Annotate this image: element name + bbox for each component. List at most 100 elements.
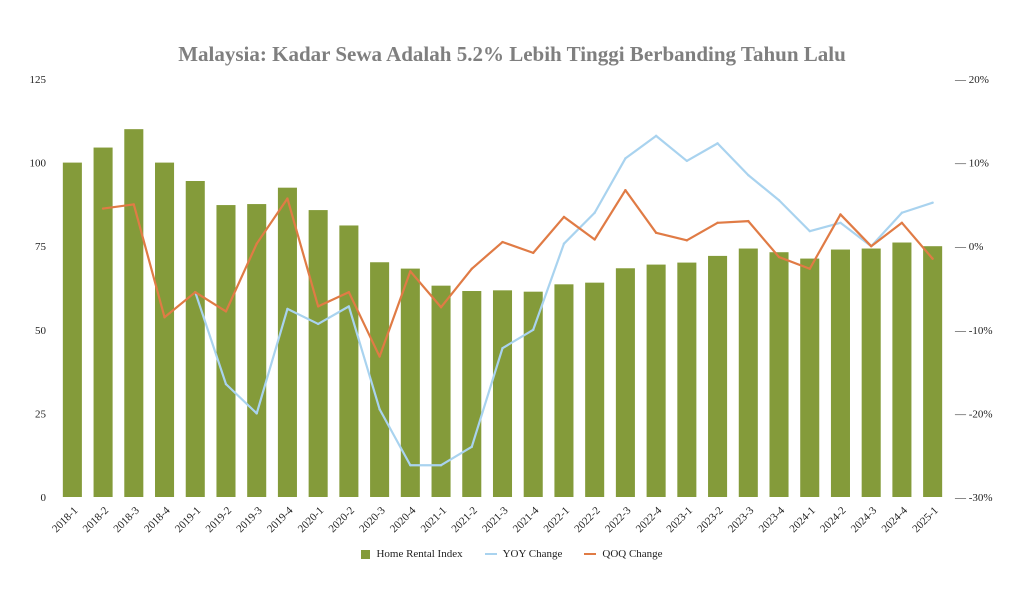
yoy-point-2022-4 [654, 134, 658, 138]
x-tick-label-2018-1: 2018-1 [50, 505, 81, 536]
bar-2023-4 [769, 252, 789, 497]
bar-2025-1 [923, 246, 943, 497]
qoq-line [102, 189, 934, 358]
x-tick-label-2021-2: 2021-2 [449, 505, 480, 536]
line-series [101, 134, 934, 467]
qoq-point-2019-1 [194, 290, 197, 294]
yoy-point-2024-2 [839, 221, 842, 224]
bar-2018-1 [62, 162, 82, 497]
right-tick-label: — -20% [954, 408, 993, 420]
x-tick-label-2022-4: 2022-4 [634, 504, 665, 535]
qoq-point-2020-1 [316, 305, 320, 308]
x-tick-label-2022-3: 2022-3 [603, 504, 634, 535]
x-tick-label-2018-2: 2018-2 [81, 505, 112, 536]
left-tick-label: 125 [30, 74, 47, 86]
bar-2022-4 [646, 264, 666, 497]
yoy-point-2021-2 [470, 445, 473, 449]
bar-2022-3 [615, 268, 635, 497]
bar-2019-1 [185, 180, 205, 497]
x-tick-label-2020-1: 2020-1 [296, 505, 327, 536]
left-tick-label: 75 [35, 241, 47, 253]
qoq-point-2023-4 [777, 255, 781, 259]
yoy-point-2020-1 [316, 322, 320, 326]
qoq-point-2022-1 [562, 215, 566, 219]
bar-2020-2 [339, 225, 359, 497]
yoy-point-2021-3 [501, 346, 504, 350]
x-tick-label-2021-4: 2021-4 [511, 504, 542, 535]
qoq-point-2020-2 [347, 290, 351, 294]
bar-2021-3 [492, 290, 513, 497]
x-tick-label-2022-2: 2022-2 [572, 505, 603, 536]
legend-label-qoq: QOQ Change [602, 548, 663, 560]
x-tick-label-2018-3: 2018-3 [111, 504, 142, 535]
qoq-point-2020-3 [378, 355, 381, 358]
bar-2023-1 [677, 262, 697, 497]
bar-2024-1 [800, 258, 820, 497]
qoq-point-2024-2 [839, 213, 842, 216]
x-tick-label-2023-3: 2023-3 [726, 504, 757, 535]
bar-2021-4 [523, 291, 543, 497]
chart-title: Malaysia: Kadar Sewa Adalah 5.2% Lebih T… [178, 42, 846, 66]
qoq-point-2019-3 [255, 242, 258, 245]
legend-swatch-qoq [584, 553, 597, 555]
legend-swatch-bar [361, 549, 371, 559]
yoy-point-2023-2 [716, 142, 719, 145]
x-tick-label-2019-3: 2019-3 [234, 504, 265, 535]
left-axis: 0 25 50 75 100 125 [30, 74, 47, 504]
x-tick-label-2020-4: 2020-4 [388, 504, 419, 535]
bar-2020-1 [308, 210, 328, 498]
bar-2018-4 [155, 162, 175, 497]
bar-2021-2 [462, 291, 482, 497]
legend-swatch-yoy [484, 553, 497, 555]
qoq-point-2021-3 [501, 240, 504, 244]
bar-2024-4 [892, 242, 912, 497]
yoy-point-2023-4 [777, 199, 781, 202]
x-axis: 2018-1 2018-2 2018-3 2018-4 2019-1 2019-2 2019… [50, 504, 941, 535]
qoq-point-2022-3 [624, 188, 627, 192]
x-tick-label-2018-4: 2018-4 [142, 504, 173, 535]
right-tick-label: — 20% [954, 74, 989, 86]
x-tick-label-2022-1: 2022-1 [542, 505, 573, 536]
yoy-point-2022-3 [624, 157, 627, 160]
yoy-point-2019-3 [255, 412, 258, 415]
qoq-point-2024-1 [808, 267, 811, 270]
yoy-point-2023-1 [685, 159, 689, 163]
yoy-point-2020-3 [378, 408, 381, 411]
x-tick-label-2023-1: 2023-1 [664, 505, 695, 536]
yoy-point-2019-4 [286, 307, 289, 311]
x-tick-label-2023-4: 2023-4 [757, 504, 788, 535]
yoy-point-2024-1 [808, 229, 811, 233]
bar-2020-3 [370, 262, 390, 497]
bar-series [62, 129, 943, 498]
bar-2018-3 [124, 129, 144, 497]
x-tick-label-2019-1: 2019-1 [173, 505, 204, 536]
x-tick-label-2024-1: 2024-1 [787, 505, 818, 536]
x-tick-label-2024-2: 2024-2 [818, 505, 849, 536]
right-axis: — -30% — -20% — -10% — 0% — 10% — 20% [954, 74, 993, 504]
x-tick-label-2019-2: 2019-2 [204, 505, 235, 536]
bar-2021-1 [431, 285, 451, 497]
legend-item-yoy[interactable]: YOY Change [484, 548, 563, 560]
bar-2024-3 [861, 248, 881, 497]
left-tick-label: 0 [41, 492, 47, 504]
qoq-point-2024-3 [869, 245, 873, 248]
legend-item-qoq[interactable]: QOQ Change [584, 548, 663, 560]
x-tick-label-2020-2: 2020-2 [326, 505, 357, 536]
x-tick-label-2024-3: 2024-3 [849, 504, 880, 535]
legend-label-yoy: YOY Change [502, 548, 563, 560]
right-tick-label: — 10% [954, 158, 989, 170]
qoq-point-2023-1 [685, 239, 689, 242]
qoq-point-2019-4 [286, 197, 289, 200]
legend-item-bar[interactable]: Home Rental Index [361, 548, 463, 560]
yoy-point-2019-2 [224, 382, 228, 386]
bar-2019-4 [277, 187, 297, 497]
bar-2020-4 [400, 268, 420, 497]
qoq-point-2018-2 [101, 207, 105, 210]
x-tick-label-2019-4: 2019-4 [265, 504, 296, 535]
yoy-point-2022-2 [593, 211, 596, 214]
qoq-point-2021-2 [470, 267, 473, 270]
bar-2023-3 [738, 248, 758, 497]
bar-2022-2 [585, 282, 605, 497]
qoq-point-2023-2 [716, 221, 719, 224]
